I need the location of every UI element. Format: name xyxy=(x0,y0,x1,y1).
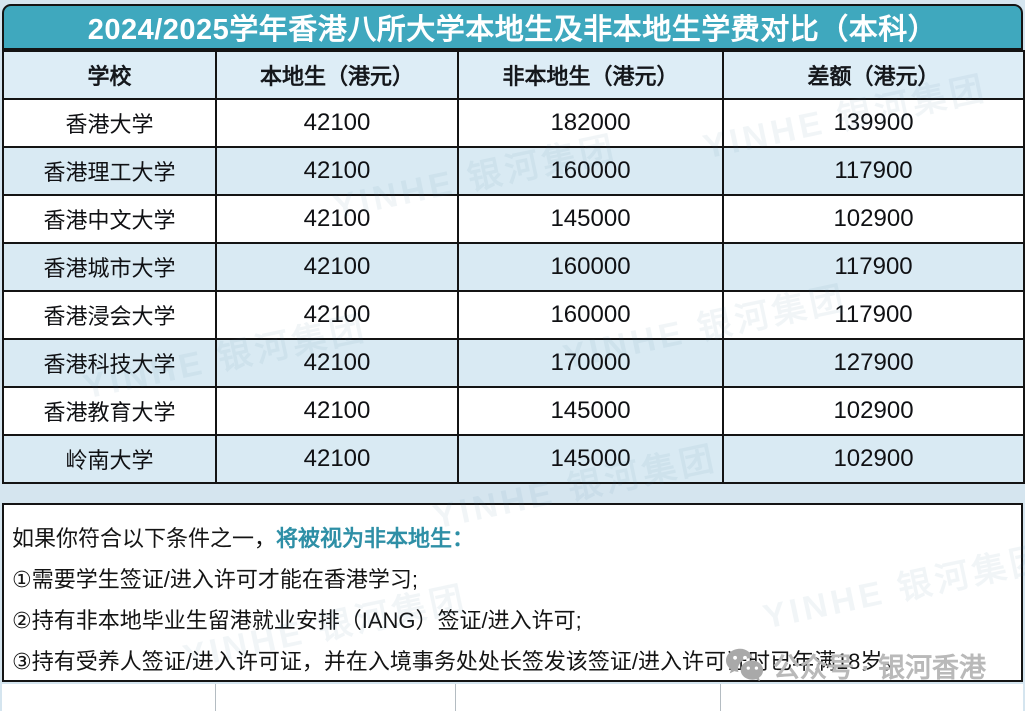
school-cell: 香港城市大学 xyxy=(2,242,217,292)
school-cell: 香港理工大学 xyxy=(2,146,217,196)
local-fee-cell: 42100 xyxy=(215,98,459,148)
nonlocal-fee-cell: 170000 xyxy=(457,338,724,388)
notes-item-1: ①需要学生签证/进入许可才能在香港学习; xyxy=(12,567,418,592)
table-row: 香港城市大学 42100 160000 117900 xyxy=(2,242,1025,292)
difference-cell: 139900 xyxy=(722,98,1025,148)
difference-cell: 117900 xyxy=(722,290,1025,340)
wechat-icon xyxy=(724,647,766,685)
cropped-next-table-row xyxy=(2,684,1023,711)
difference-cell: 102900 xyxy=(722,434,1025,484)
school-cell: 香港科技大学 xyxy=(2,338,217,388)
school-cell: 岭南大学 xyxy=(2,434,217,484)
nonlocal-fee-cell: 160000 xyxy=(457,242,724,292)
notes-intro: 如果你符合以下条件之一，将被视为非本地生： xyxy=(12,518,1013,559)
column-divider xyxy=(720,684,721,711)
local-fee-cell: 42100 xyxy=(215,242,459,292)
difference-cell: 117900 xyxy=(722,242,1025,292)
local-fee-cell: 42100 xyxy=(215,338,459,388)
local-fee-cell: 42100 xyxy=(215,434,459,484)
school-cell: 香港中文大学 xyxy=(2,194,217,244)
table-row: 香港科技大学 42100 170000 127900 xyxy=(2,338,1025,388)
difference-cell: 102900 xyxy=(722,194,1025,244)
school-cell: 香港浸会大学 xyxy=(2,290,217,340)
wechat-account-label: 公众号 · 银河香港 xyxy=(773,653,986,683)
table-row: 香港理工大学 42100 160000 117900 xyxy=(2,146,1025,196)
table-row: 香港大学 42100 182000 139900 xyxy=(2,98,1025,148)
local-fee-cell: 42100 xyxy=(215,386,459,436)
nonlocal-fee-cell: 145000 xyxy=(457,434,724,484)
col-header-diff: 差额（港元） xyxy=(722,50,1025,100)
nonlocal-fee-cell: 160000 xyxy=(457,146,724,196)
difference-cell: 117900 xyxy=(722,146,1025,196)
col-header-nonlocal: 非本地生（港元） xyxy=(457,50,724,100)
notes-intro-highlight: 将被视为非本地生： xyxy=(276,526,475,551)
table-row: 香港中文大学 42100 145000 102900 xyxy=(2,194,1025,244)
table-row: 香港浸会大学 42100 160000 117900 xyxy=(2,290,1025,340)
column-divider xyxy=(455,684,456,711)
table-row: 香港教育大学 42100 145000 102900 xyxy=(2,386,1025,436)
local-fee-cell: 42100 xyxy=(215,290,459,340)
column-divider xyxy=(215,684,216,711)
difference-cell: 102900 xyxy=(722,386,1025,436)
notes-intro-plain: 如果你符合以下条件之一， xyxy=(12,526,277,551)
table-header-row: 学校 本地生（港元） 非本地生（港元） 差额（港元） xyxy=(2,50,1025,100)
school-cell: 香港教育大学 xyxy=(2,386,217,436)
local-fee-cell: 42100 xyxy=(215,194,459,244)
difference-cell: 127900 xyxy=(722,338,1025,388)
col-header-school: 学校 xyxy=(2,50,217,100)
local-fee-cell: 42100 xyxy=(215,146,459,196)
notes-box: 如果你符合以下条件之一，将被视为非本地生： ①需要学生签证/进入许可才能在香港学… xyxy=(2,503,1023,682)
col-header-local: 本地生（港元） xyxy=(215,50,459,100)
table-row: 岭南大学 42100 145000 102900 xyxy=(2,434,1025,484)
tuition-table: 学校 本地生（港元） 非本地生（港元） 差额（港元） 香港大学 42100 18… xyxy=(2,50,1025,484)
nonlocal-fee-cell: 182000 xyxy=(457,98,724,148)
wechat-account-watermark: 公众号 · 银河香港 xyxy=(724,646,986,685)
nonlocal-fee-cell: 145000 xyxy=(457,194,724,244)
nonlocal-fee-cell: 160000 xyxy=(457,290,724,340)
nonlocal-fee-cell: 145000 xyxy=(457,386,724,436)
page-title-text: 2024/2025学年香港八所大学本地生及非本地生学费对比（本科） xyxy=(87,14,938,46)
school-cell: 香港大学 xyxy=(2,98,217,148)
notes-item-2: ②持有非本地毕业生留港就业安排（IANG）签证/进入许可; xyxy=(12,608,582,633)
page-title: 2024/2025学年香港八所大学本地生及非本地生学费对比（本科） xyxy=(2,4,1023,50)
